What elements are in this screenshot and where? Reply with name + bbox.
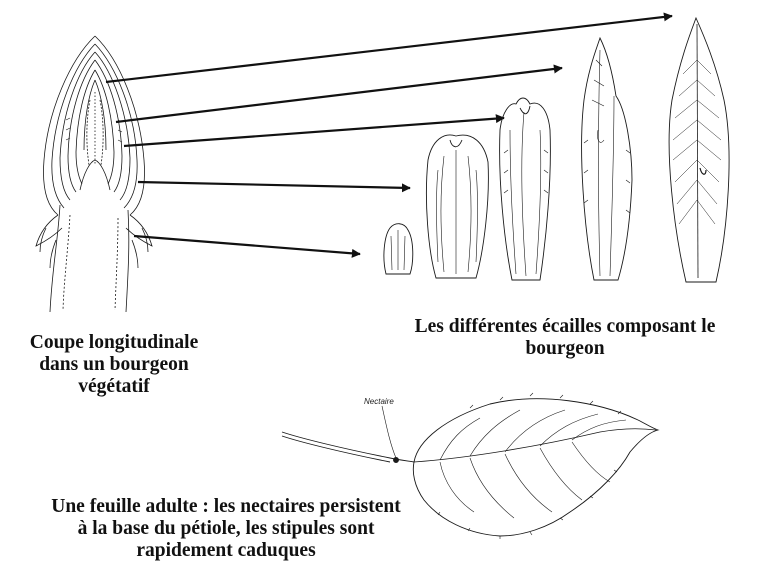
caption-line: Coupe longitudinale [29, 332, 199, 353]
arrows [105, 12, 673, 258]
scale-3 [499, 97, 551, 281]
caption-line: Les différentes écailles composant le [414, 316, 716, 337]
nectary-label: Nectaire [364, 397, 394, 406]
bud-scale-series [383, 16, 730, 283]
nectary-leader [381, 405, 397, 459]
caption-bud-section: Coupe longitudinale dans un bourgeon vég… [0, 332, 228, 398]
caption-line: rapidement caduques [136, 540, 316, 561]
arrow-to-leaf [105, 12, 673, 84]
nectary-gland [393, 457, 399, 463]
caption-line: Une feuille adulte : les nectaires persi… [51, 496, 401, 517]
scale-4 [581, 36, 633, 281]
scale-5-leaf [668, 16, 730, 283]
arrow-to-scale-5 [115, 64, 563, 124]
caption-adult-leaf: Une feuille adulte : les nectaires persi… [16, 496, 436, 562]
adult-leaf [281, 392, 660, 539]
caption-line: bourgeon [525, 338, 605, 359]
arrow-to-scale-3 [137, 180, 411, 193]
scale-2 [425, 134, 489, 279]
leaf-blade [412, 398, 660, 537]
petiole [281, 431, 415, 463]
scale-1 [383, 223, 414, 275]
caption-line: végétatif [78, 376, 150, 397]
caption-line: à la base du pétiole, les stipules sont [77, 518, 375, 539]
arrow-to-scale-4 [123, 114, 505, 148]
caption-scales: Les différentes écailles composant le bo… [392, 316, 738, 360]
caption-line: dans un bourgeon [39, 354, 189, 375]
bud-longitudinal-section [35, 35, 153, 313]
arrow-to-scale-1 [133, 234, 361, 258]
